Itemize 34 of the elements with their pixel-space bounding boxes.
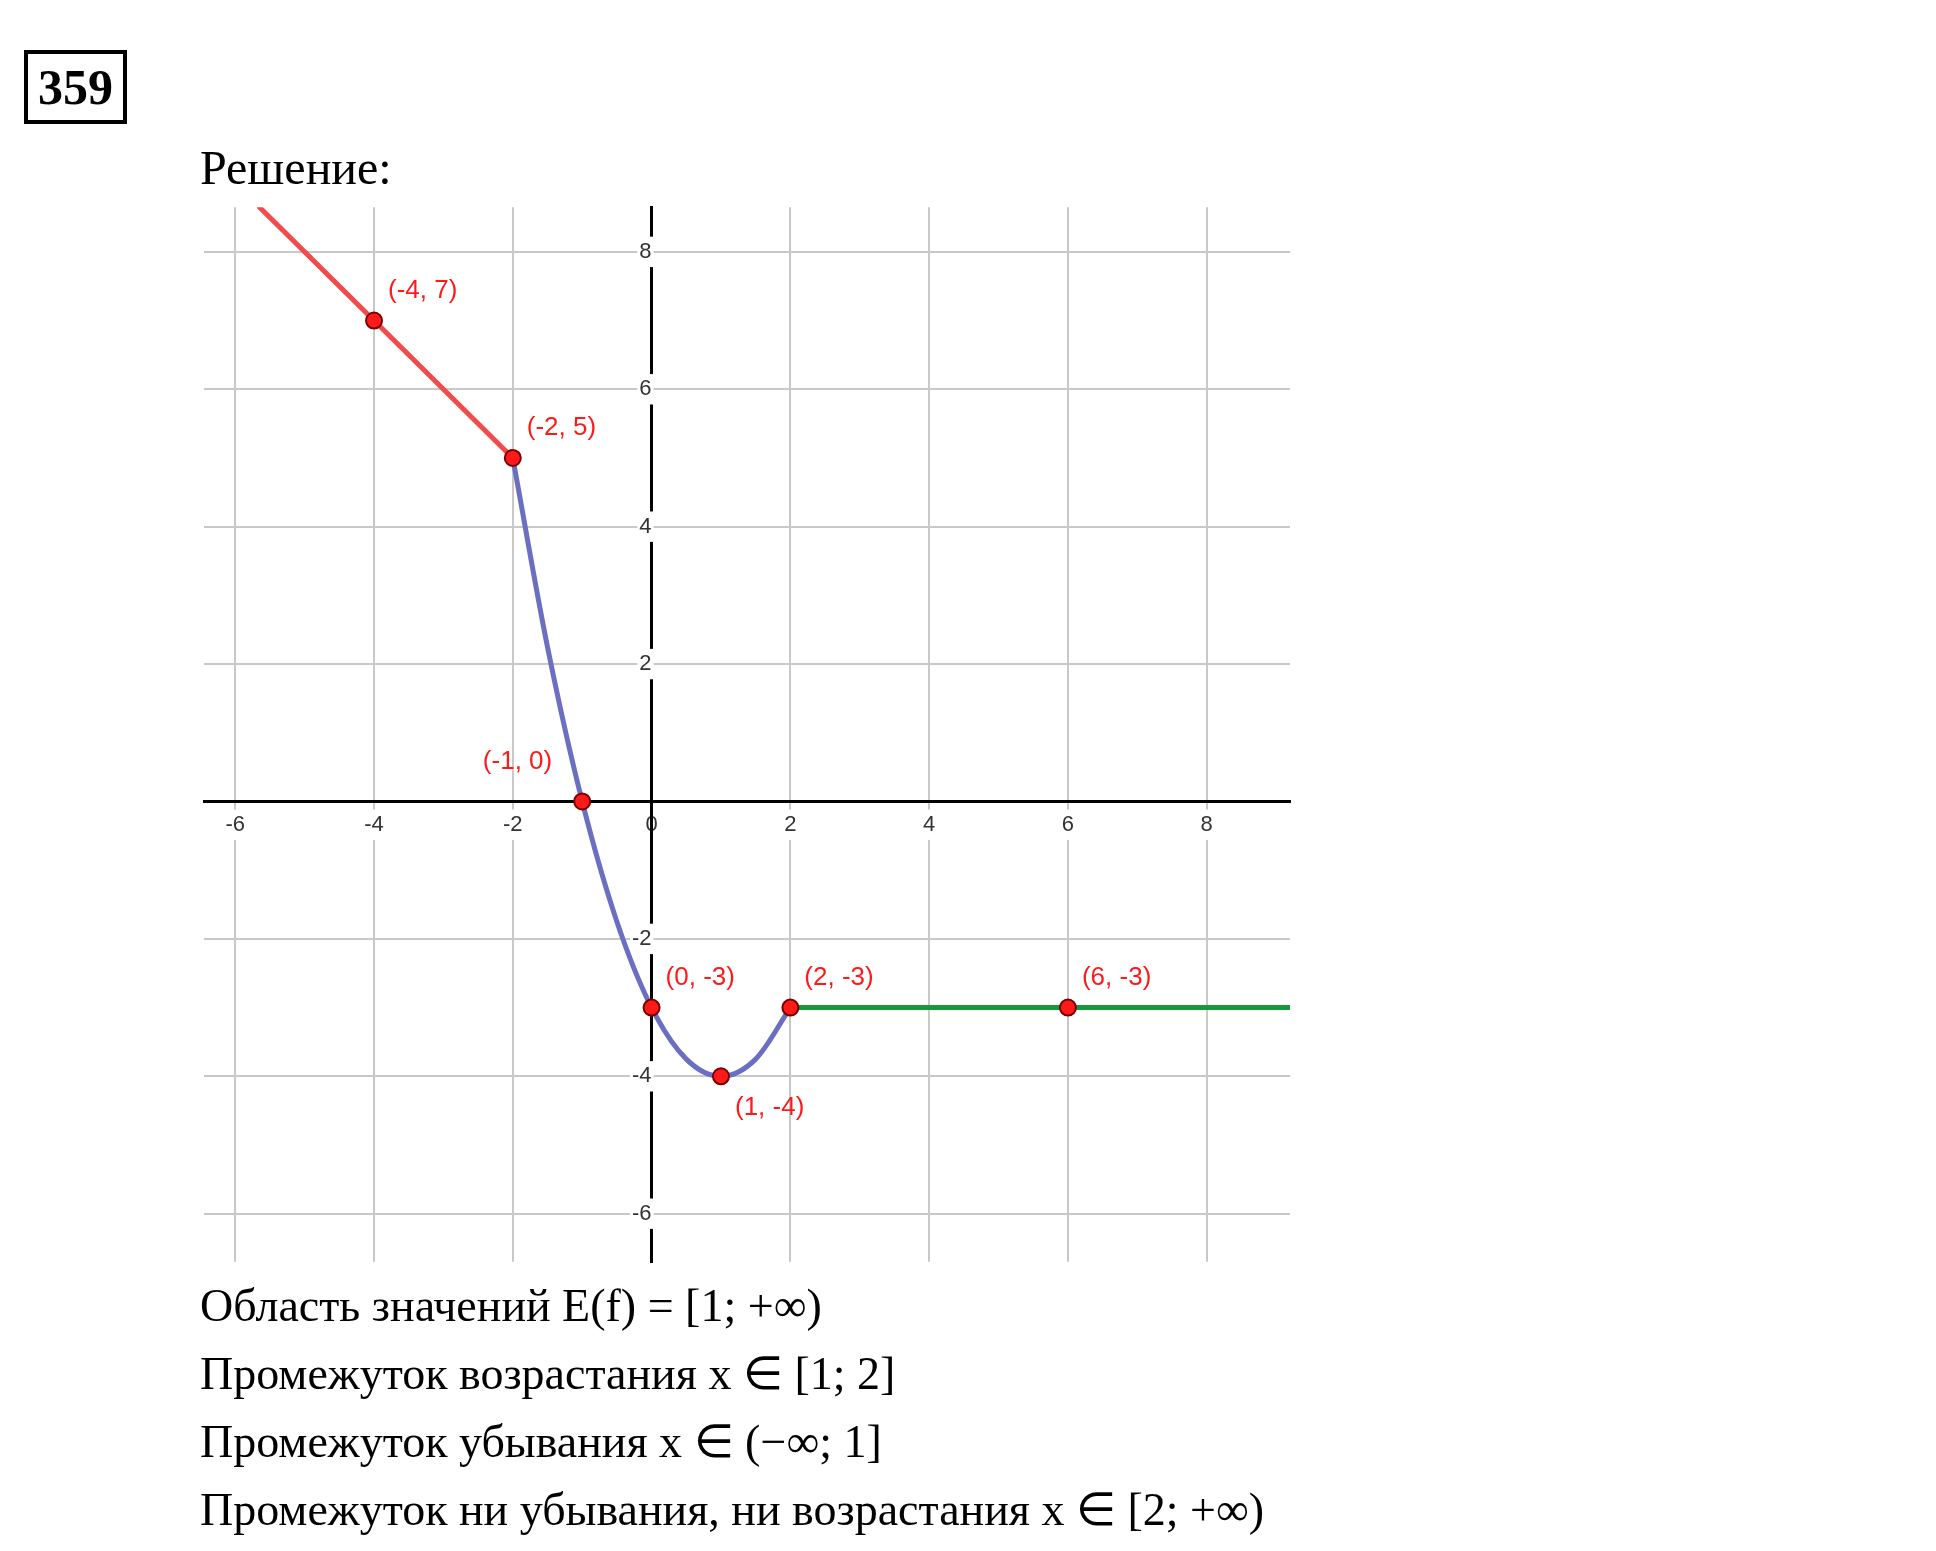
- data-label: (-1, 0): [482, 744, 553, 775]
- x-tick-label: 8: [1200, 810, 1213, 836]
- y-tick-label: 4: [639, 512, 652, 538]
- point: [365, 311, 384, 330]
- text: Промежуток ни убывания, ни возрастания x ∈ [2; +∞): [200, 1483, 1265, 1537]
- text: 359: [24, 50, 127, 124]
- data-label: (6, -3): [1081, 960, 1152, 991]
- data-label: (-4, 7): [388, 273, 458, 304]
- x-tick-label: -2: [503, 810, 523, 836]
- x-tick-label: 2: [784, 810, 797, 836]
- text: Промежуток возрастания x ∈ [1; 2]: [200, 1347, 897, 1401]
- point: [642, 998, 661, 1017]
- point: [781, 998, 800, 1017]
- y-tick-label: 2: [639, 650, 652, 676]
- data-label: (0, -3): [665, 960, 735, 991]
- y-tick-label: -2: [632, 924, 652, 950]
- chart-title: Решение:: [200, 140, 392, 195]
- y-tick-label: 8: [639, 237, 652, 263]
- data-label: (2, -3): [804, 960, 874, 991]
- x-tick-label: 6: [1061, 810, 1075, 836]
- y-tick-label: 6: [639, 375, 652, 401]
- x-tick-label: -4: [364, 810, 384, 836]
- point: [711, 1067, 730, 1086]
- data-label: (-2, 5): [526, 411, 597, 442]
- x-tick-label: 4: [923, 810, 936, 836]
- point: [503, 448, 522, 467]
- y-tick-label: -6: [632, 1199, 652, 1225]
- text: Область значений E(f) = [1; +∞): [200, 1279, 823, 1333]
- point: [1058, 998, 1077, 1017]
- y-tick-label: -4: [632, 1062, 652, 1088]
- x-tick-label: -6: [225, 810, 246, 836]
- text: Промежуток убывания x ∈ (−∞; 1]: [200, 1415, 883, 1469]
- point: [573, 792, 592, 811]
- data-label: (1, -4): [734, 1091, 805, 1122]
